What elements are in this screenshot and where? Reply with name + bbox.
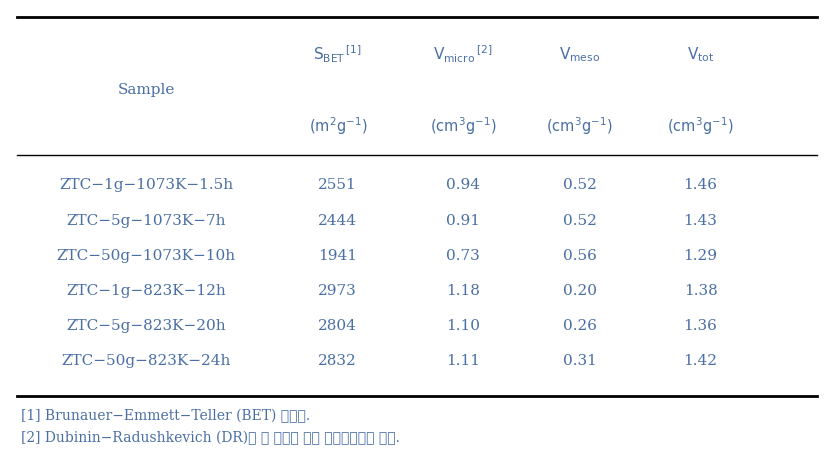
Text: 1.46: 1.46 xyxy=(684,178,717,193)
Text: 1.43: 1.43 xyxy=(684,214,717,228)
Text: 0.52: 0.52 xyxy=(563,214,596,228)
Text: ZTC−50g−1073K−10h: ZTC−50g−1073K−10h xyxy=(57,249,235,263)
Text: 0.91: 0.91 xyxy=(446,214,480,228)
Text: 2973: 2973 xyxy=(319,284,357,298)
Text: $\mathrm{(cm^{3}g^{-1})}$: $\mathrm{(cm^{3}g^{-1})}$ xyxy=(667,116,734,137)
Text: 2444: 2444 xyxy=(319,214,357,228)
Text: 0.52: 0.52 xyxy=(563,178,596,193)
Text: 1.18: 1.18 xyxy=(446,284,480,298)
Text: 0.20: 0.20 xyxy=(563,284,596,298)
Text: $\mathrm{V_{micro}}^{\,[2]}$: $\mathrm{V_{micro}}^{\,[2]}$ xyxy=(433,44,493,66)
Text: 0.31: 0.31 xyxy=(563,354,596,368)
Text: 1.29: 1.29 xyxy=(684,249,717,263)
Text: 1.36: 1.36 xyxy=(684,319,717,333)
Text: [1] Brunauer−Emmett−Teller (BET) 표면적.: [1] Brunauer−Emmett−Teller (BET) 표면적. xyxy=(21,409,310,423)
Text: [2] Dubinin−Radushkevich (DR)식 을 이용해 구한 마이크로기공 부피.: [2] Dubinin−Radushkevich (DR)식 을 이용해 구한 … xyxy=(21,431,399,445)
Text: 0.26: 0.26 xyxy=(563,319,596,333)
Text: ZTC−50g−823K−24h: ZTC−50g−823K−24h xyxy=(61,354,231,368)
Text: $\mathrm{S_{BET}}^{\,[1]}$: $\mathrm{S_{BET}}^{\,[1]}$ xyxy=(314,44,362,66)
Text: 2804: 2804 xyxy=(319,319,357,333)
Text: ZTC−1g−1073K−1.5h: ZTC−1g−1073K−1.5h xyxy=(59,178,233,193)
Text: 0.56: 0.56 xyxy=(563,249,596,263)
Text: 0.94: 0.94 xyxy=(446,178,480,193)
Text: ZTC−5g−823K−20h: ZTC−5g−823K−20h xyxy=(66,319,226,333)
Text: $\mathrm{(cm^{3}g^{-1})}$: $\mathrm{(cm^{3}g^{-1})}$ xyxy=(546,116,613,137)
Text: 2832: 2832 xyxy=(319,354,357,368)
Text: 1.11: 1.11 xyxy=(446,354,480,368)
Text: 1.42: 1.42 xyxy=(684,354,717,368)
Text: $\mathrm{V_{tot}}$: $\mathrm{V_{tot}}$ xyxy=(687,45,714,64)
Text: $\mathrm{(m^{2}g^{-1})}$: $\mathrm{(m^{2}g^{-1})}$ xyxy=(309,116,367,137)
Text: $\mathrm{(cm^{3}g^{-1})}$: $\mathrm{(cm^{3}g^{-1})}$ xyxy=(430,116,496,137)
Text: 0.73: 0.73 xyxy=(446,249,480,263)
Text: 1941: 1941 xyxy=(319,249,357,263)
Text: Sample: Sample xyxy=(118,83,174,97)
Text: 1.38: 1.38 xyxy=(684,284,717,298)
Text: ZTC−1g−823K−12h: ZTC−1g−823K−12h xyxy=(66,284,226,298)
Text: ZTC−5g−1073K−7h: ZTC−5g−1073K−7h xyxy=(66,214,226,228)
Text: 1.10: 1.10 xyxy=(446,319,480,333)
Text: 2551: 2551 xyxy=(319,178,357,193)
Text: $\mathrm{V_{meso}}$: $\mathrm{V_{meso}}$ xyxy=(559,45,600,64)
